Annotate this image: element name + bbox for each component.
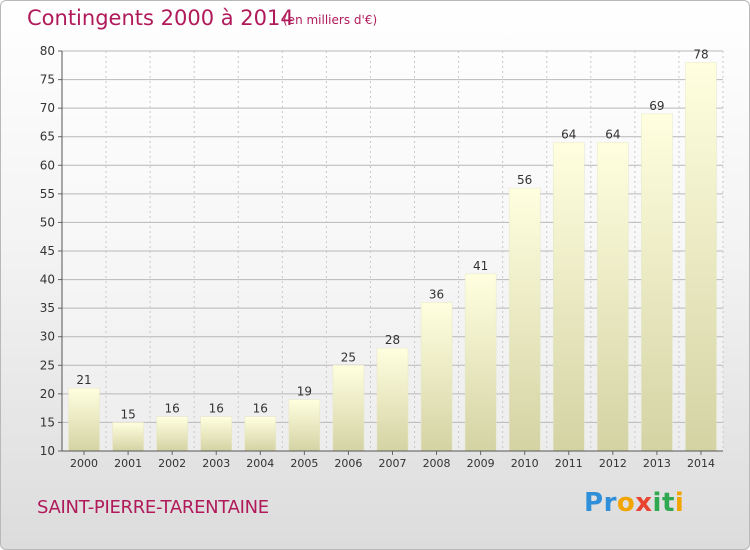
x-tick-label: 2003 [202, 457, 230, 470]
data-label: 16 [165, 402, 180, 416]
proxiti-logo: Proxiti [584, 488, 684, 518]
x-tick-label: 2000 [70, 457, 98, 470]
data-label: 16 [209, 402, 224, 416]
data-label: 16 [253, 402, 268, 416]
x-tick-label: 2005 [290, 457, 318, 470]
y-tick-label: 10 [40, 444, 55, 458]
bar [288, 399, 321, 452]
logo-letter: t [661, 488, 675, 518]
chart-subtitle: (en milliers d'€) [283, 13, 378, 27]
bars [68, 62, 717, 452]
axes [58, 50, 723, 455]
y-tick-label: 75 [40, 73, 55, 87]
bar [156, 416, 188, 452]
bar [553, 142, 585, 452]
bar [112, 422, 144, 452]
y-tick-label: 15 [40, 415, 55, 429]
bar [420, 302, 453, 452]
bar [685, 62, 717, 452]
logo-letter: o [616, 488, 636, 518]
data-label: 36 [429, 287, 444, 301]
y-tick-label: 50 [40, 215, 55, 229]
logo-letter: P [584, 488, 604, 518]
y-tick-label: 60 [40, 158, 55, 172]
y-tick-label: 65 [40, 130, 55, 144]
data-label: 78 [693, 47, 708, 61]
x-tick-label: 2007 [379, 457, 407, 470]
x-tick-label: 2008 [423, 457, 451, 470]
data-label: 25 [341, 350, 356, 364]
x-tick-label: 2006 [334, 457, 362, 470]
data-label: 15 [120, 407, 135, 421]
bar [597, 142, 629, 452]
y-tick-label: 35 [40, 301, 55, 315]
x-tick-label: 2004 [246, 457, 274, 470]
x-tick-label: 2014 [687, 457, 715, 470]
data-label: 41 [473, 259, 488, 273]
logo-letter: i [652, 488, 662, 518]
bar [244, 416, 277, 452]
data-label: 19 [297, 385, 312, 399]
y-tick-label: 30 [40, 330, 55, 344]
place-name: SAINT-PIERRE-TARENTAINE [37, 497, 269, 518]
data-label: 21 [76, 373, 91, 387]
y-tick-label: 20 [40, 387, 55, 401]
bar [332, 365, 365, 452]
bar [200, 416, 232, 452]
x-tick-label: 2009 [467, 457, 495, 470]
y-tick-label: 45 [40, 244, 55, 258]
bar [464, 273, 497, 452]
x-tick-label: 2002 [158, 457, 186, 470]
logo-letter: r [603, 488, 617, 518]
bar [68, 387, 100, 452]
y-tick-label: 25 [40, 358, 55, 372]
y-tick-label: 40 [40, 273, 55, 287]
y-tick-label: 55 [40, 187, 55, 201]
y-tick-label: 70 [40, 101, 55, 115]
x-tick-label: 2012 [599, 457, 627, 470]
chart-title: Contingents 2000 à 2014 [27, 6, 294, 30]
x-tick-label: 2010 [511, 457, 539, 470]
bar [508, 187, 541, 452]
x-tick-label: 2011 [555, 457, 583, 470]
data-label: 69 [649, 99, 664, 113]
data-label: 64 [605, 127, 620, 141]
data-label: 64 [561, 127, 576, 141]
data-label: 56 [517, 173, 532, 187]
logo-letter: x [635, 488, 653, 518]
bar [641, 113, 673, 452]
bar [376, 347, 409, 452]
data-label: 28 [385, 333, 400, 347]
logo-letter: i [674, 488, 685, 518]
x-tick-label: 2013 [643, 457, 671, 470]
x-tick-label: 2001 [114, 457, 142, 470]
labels: 10 15 20 25 30 35 40 45 50 55 60 65 70 75 80 21 2000 15 20… [40, 44, 715, 470]
y-tick-label: 80 [40, 44, 55, 58]
